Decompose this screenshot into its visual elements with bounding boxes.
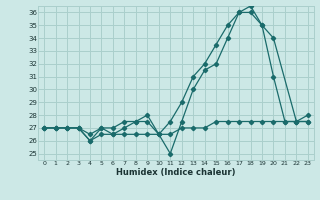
X-axis label: Humidex (Indice chaleur): Humidex (Indice chaleur) (116, 168, 236, 177)
